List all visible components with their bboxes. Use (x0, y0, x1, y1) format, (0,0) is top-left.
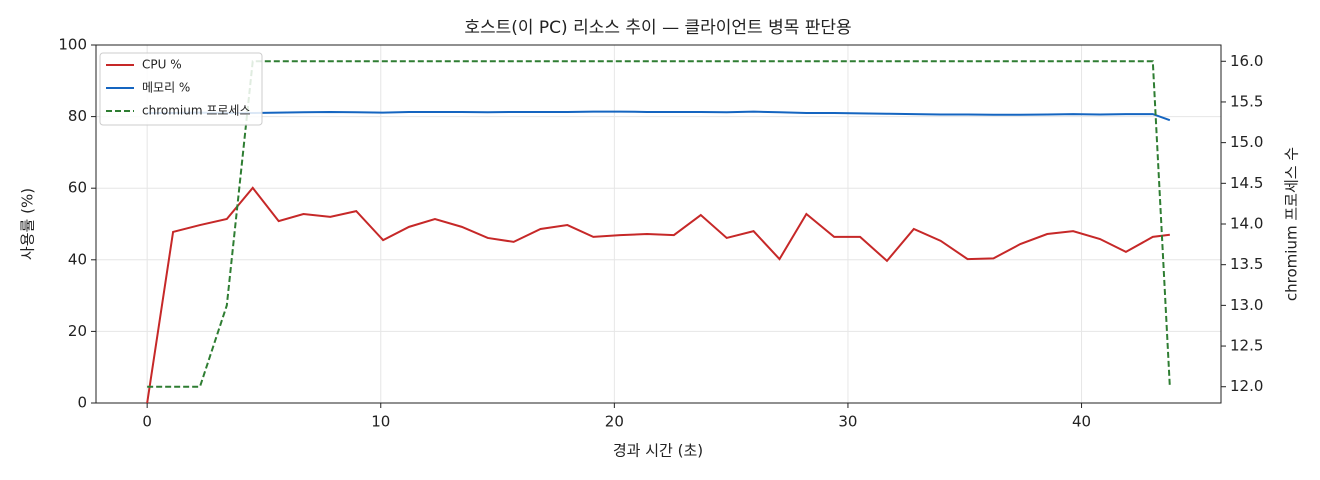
y-axis-label: 사용률 (%) (19, 188, 37, 260)
x-axis-label: 경과 시간 (초) (613, 442, 703, 460)
y2-tick-label: 15.5 (1230, 92, 1263, 110)
line-series (147, 60, 1171, 388)
y2-tick-label: 12.0 (1230, 377, 1263, 395)
y-tick-label: 20 (68, 322, 87, 340)
y2-axis-label: chromium 프로세스 수 (1283, 147, 1301, 301)
y2-tick-label: 15.0 (1230, 133, 1263, 151)
line-series (147, 110, 1171, 122)
x-tick-label: 10 (371, 413, 390, 431)
chart-title: 호스트(이 PC) 리소스 추이 — 클라이언트 병목 판단용 (464, 18, 851, 38)
y2-tick-label: 14.5 (1230, 174, 1263, 192)
legend-label: CPU % (142, 58, 182, 72)
y-tick-label: 80 (68, 107, 87, 125)
x-tick-label: 20 (605, 413, 624, 431)
y2-tick-label: 16.0 (1230, 52, 1263, 70)
y2-tick-label: 14.0 (1230, 215, 1263, 233)
y-tick-label: 0 (77, 394, 87, 412)
y-tick-label: 40 (68, 250, 87, 268)
y-tick-label: 60 (68, 179, 87, 197)
y2-tick-label: 13.5 (1230, 255, 1263, 273)
y-tick-label: 100 (58, 36, 87, 54)
y2-tick-label: 13.0 (1230, 296, 1263, 314)
x-tick-label: 0 (142, 413, 152, 431)
legend-label: chromium 프로세스 (142, 104, 251, 118)
x-tick-label: 30 (838, 413, 857, 431)
plot-frame (95, 44, 1222, 404)
line-series (146, 186, 1170, 404)
legend-box (99, 52, 263, 126)
legend-label: 메모리 % (142, 81, 190, 95)
x-tick-label: 40 (1072, 413, 1091, 431)
y2-tick-label: 12.5 (1230, 337, 1263, 355)
